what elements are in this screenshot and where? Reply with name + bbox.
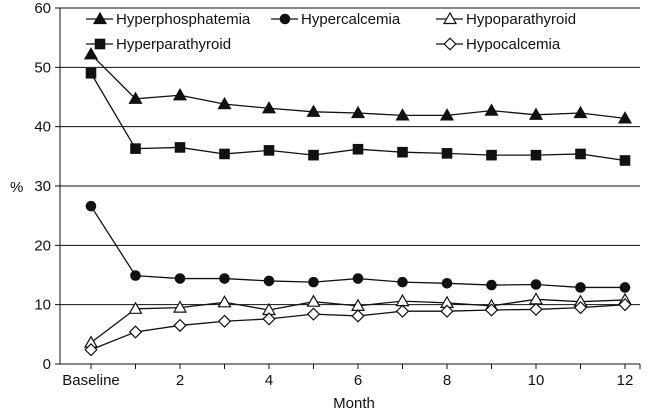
legend-item-hypercalcemia: Hypercalcemia xyxy=(271,11,401,28)
data-point xyxy=(573,300,588,315)
data-point xyxy=(306,104,321,117)
data-point xyxy=(397,146,408,158)
data-point xyxy=(619,282,631,293)
data-point xyxy=(618,298,632,312)
grid xyxy=(60,7,640,306)
data-point xyxy=(172,300,188,313)
data-point xyxy=(306,307,321,321)
data-point xyxy=(174,273,186,284)
legend-marker xyxy=(92,11,108,25)
legend-marker xyxy=(279,13,291,25)
data-point xyxy=(439,108,455,121)
y-tick-label: 30 xyxy=(34,178,51,195)
legend-item-hyperphosphatemia: Hyperphosphatemia xyxy=(86,11,251,28)
data-point xyxy=(263,145,275,156)
series-hypocalcemia xyxy=(84,298,632,357)
data-point xyxy=(395,108,410,121)
axes: 0 10 20 30 40 50 60 Baseline 2 4 6 8 10 12 xyxy=(34,0,641,389)
data-point xyxy=(128,91,143,104)
data-point xyxy=(397,276,408,288)
data-point xyxy=(172,88,188,101)
data-point xyxy=(528,292,544,305)
data-point xyxy=(530,149,542,161)
data-point xyxy=(395,304,410,318)
legend-item-hyperparathyroid: Hyperparathyroid xyxy=(86,36,231,53)
legend-label: Hypoparathyroid xyxy=(466,11,576,28)
x-tick-label: 8 xyxy=(443,372,451,389)
data-point xyxy=(85,200,97,212)
legend: Hyperphosphatemia Hypercalcemia Hypoparath… xyxy=(86,11,576,53)
data-point xyxy=(128,301,143,314)
data-point xyxy=(83,47,99,60)
data-point xyxy=(575,282,586,293)
series-hyperparathyroid xyxy=(85,67,631,166)
data-point xyxy=(308,149,319,161)
data-point xyxy=(173,318,187,333)
data-point xyxy=(619,155,631,166)
data-point xyxy=(263,275,275,287)
data-point xyxy=(486,149,497,161)
data-point xyxy=(484,303,499,317)
data-point xyxy=(617,111,633,124)
x-tick-label: 10 xyxy=(528,372,545,389)
legend-label: Hyperphosphatemia xyxy=(116,11,251,28)
legend-label: Hyperparathyroid xyxy=(116,36,231,53)
data-point xyxy=(84,343,98,357)
legend-marker xyxy=(442,11,458,25)
series-hyperphosphatemia xyxy=(83,47,633,124)
y-tick-label: 50 xyxy=(34,59,51,76)
x-axis-label: Month xyxy=(333,395,375,412)
data-point xyxy=(350,105,366,119)
legend-marker xyxy=(443,37,457,51)
data-point xyxy=(130,143,141,154)
data-point xyxy=(484,103,499,116)
data-point xyxy=(128,325,143,339)
data-point xyxy=(262,312,276,326)
legend-label: Hypercalcemia xyxy=(301,11,401,28)
data-point xyxy=(308,276,319,288)
data-point xyxy=(217,295,232,308)
data-point xyxy=(351,309,365,323)
data-point xyxy=(486,279,497,291)
legend-label: Hypocalcemia xyxy=(466,36,561,53)
y-tick-label: 20 xyxy=(34,237,51,254)
series xyxy=(83,47,633,357)
data-point xyxy=(261,101,277,114)
data-point xyxy=(130,270,141,281)
data-point xyxy=(528,107,544,120)
data-point xyxy=(395,293,410,307)
data-point xyxy=(573,105,588,119)
y-tick-label: 10 xyxy=(34,297,51,314)
data-point xyxy=(441,278,453,289)
x-tick-label: Baseline xyxy=(62,372,120,389)
data-point xyxy=(219,148,230,160)
data-point xyxy=(530,279,542,290)
data-point xyxy=(352,143,364,155)
data-point xyxy=(575,148,586,160)
legend-item-hypoparathyroid: Hypoparathyroid xyxy=(436,11,576,28)
y-axis-label: % xyxy=(10,179,23,196)
legend-marker xyxy=(94,38,106,50)
y-tick-label: 40 xyxy=(34,119,51,136)
data-point xyxy=(217,96,232,110)
data-point xyxy=(85,67,97,79)
x-tick-label: 4 xyxy=(265,372,273,389)
series-hypercalcemia xyxy=(85,200,631,293)
data-point xyxy=(174,142,186,153)
data-point xyxy=(441,148,453,159)
data-point xyxy=(306,294,321,307)
data-point xyxy=(217,314,232,328)
data-point xyxy=(352,273,364,284)
y-tick-label: 60 xyxy=(34,0,51,17)
x-tick-label: 6 xyxy=(354,372,362,389)
legend-item-hypocalcemia: Hypocalcemia xyxy=(436,36,561,53)
x-tick-label: 2 xyxy=(176,372,184,389)
y-tick-label: 0 xyxy=(43,356,51,373)
data-point xyxy=(219,273,230,284)
data-point xyxy=(529,302,543,317)
x-tick-label: 12 xyxy=(617,372,634,389)
data-point xyxy=(440,304,454,318)
